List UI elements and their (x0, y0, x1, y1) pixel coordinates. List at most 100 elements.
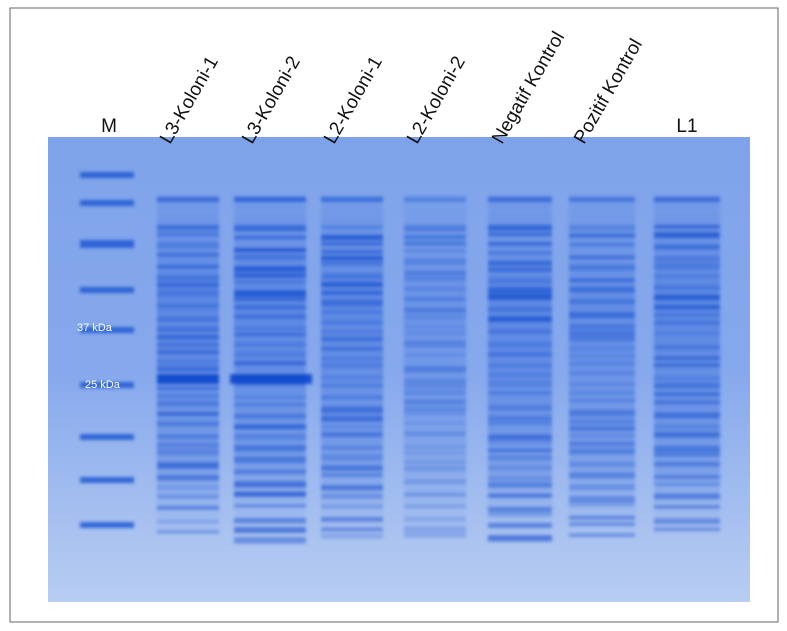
band (488, 307, 552, 311)
band (404, 249, 466, 252)
band (488, 391, 552, 395)
band (321, 406, 383, 413)
band (321, 250, 383, 254)
band (654, 383, 720, 389)
band (488, 372, 552, 377)
band (404, 258, 466, 265)
band (234, 266, 306, 272)
band (654, 482, 720, 486)
band (157, 290, 219, 297)
band (321, 454, 383, 461)
band (157, 359, 219, 366)
band (654, 376, 720, 381)
band (488, 363, 552, 368)
band (569, 278, 635, 282)
band (404, 235, 466, 240)
band (488, 225, 552, 231)
band (321, 235, 383, 241)
band (488, 233, 552, 236)
band (234, 327, 306, 331)
band (654, 527, 720, 531)
band (157, 275, 219, 281)
band (569, 399, 635, 402)
band (321, 320, 383, 325)
band (654, 424, 720, 430)
band (321, 425, 383, 429)
band (569, 346, 635, 350)
band (321, 330, 383, 333)
band (488, 242, 552, 245)
band (157, 401, 219, 407)
band (569, 337, 635, 342)
band (569, 354, 635, 358)
band (404, 431, 466, 436)
band (404, 277, 466, 281)
band (654, 392, 720, 396)
band (488, 197, 552, 202)
band (654, 363, 720, 366)
band (569, 371, 635, 374)
band (654, 432, 720, 438)
band (488, 523, 552, 528)
band (488, 494, 552, 498)
band (157, 265, 219, 268)
band (404, 308, 466, 313)
band (569, 419, 635, 425)
band (488, 294, 552, 300)
band (654, 356, 720, 360)
band (321, 347, 383, 350)
band (404, 412, 466, 415)
band (321, 291, 383, 295)
band (654, 446, 720, 453)
band (234, 297, 306, 300)
marker-band (80, 477, 134, 483)
band (569, 197, 635, 202)
band (404, 331, 466, 335)
band (321, 310, 383, 314)
marker-band (80, 172, 134, 178)
figure: ML3-Koloni-1L3-Koloni-2L2-Koloni-1L2-Kol… (0, 0, 787, 631)
band (569, 516, 635, 520)
band (488, 434, 552, 440)
band (157, 421, 219, 426)
band (654, 475, 720, 479)
band (157, 225, 219, 230)
band (157, 485, 219, 489)
band (569, 426, 635, 431)
band (488, 513, 552, 517)
band (321, 197, 383, 202)
band (157, 335, 219, 340)
band (569, 300, 635, 304)
band (569, 361, 635, 365)
band (234, 504, 306, 507)
band (234, 491, 306, 497)
band (488, 466, 552, 470)
band (157, 387, 219, 391)
band (234, 342, 306, 347)
band (654, 285, 720, 289)
band (404, 445, 466, 449)
band (404, 297, 466, 301)
band (157, 303, 219, 308)
band (157, 462, 219, 469)
band (488, 329, 552, 334)
band (404, 225, 466, 232)
band (234, 236, 306, 240)
band (404, 353, 466, 356)
band (230, 374, 312, 384)
band (404, 517, 466, 522)
band (569, 522, 635, 526)
band (569, 441, 635, 447)
band (321, 256, 383, 261)
band (234, 197, 306, 202)
band (157, 494, 219, 499)
band (569, 264, 635, 270)
band (321, 300, 383, 307)
band (234, 434, 306, 441)
band (404, 460, 466, 464)
band (654, 462, 720, 466)
band (157, 412, 219, 416)
band (488, 316, 552, 322)
band (321, 485, 383, 490)
band (234, 481, 306, 488)
